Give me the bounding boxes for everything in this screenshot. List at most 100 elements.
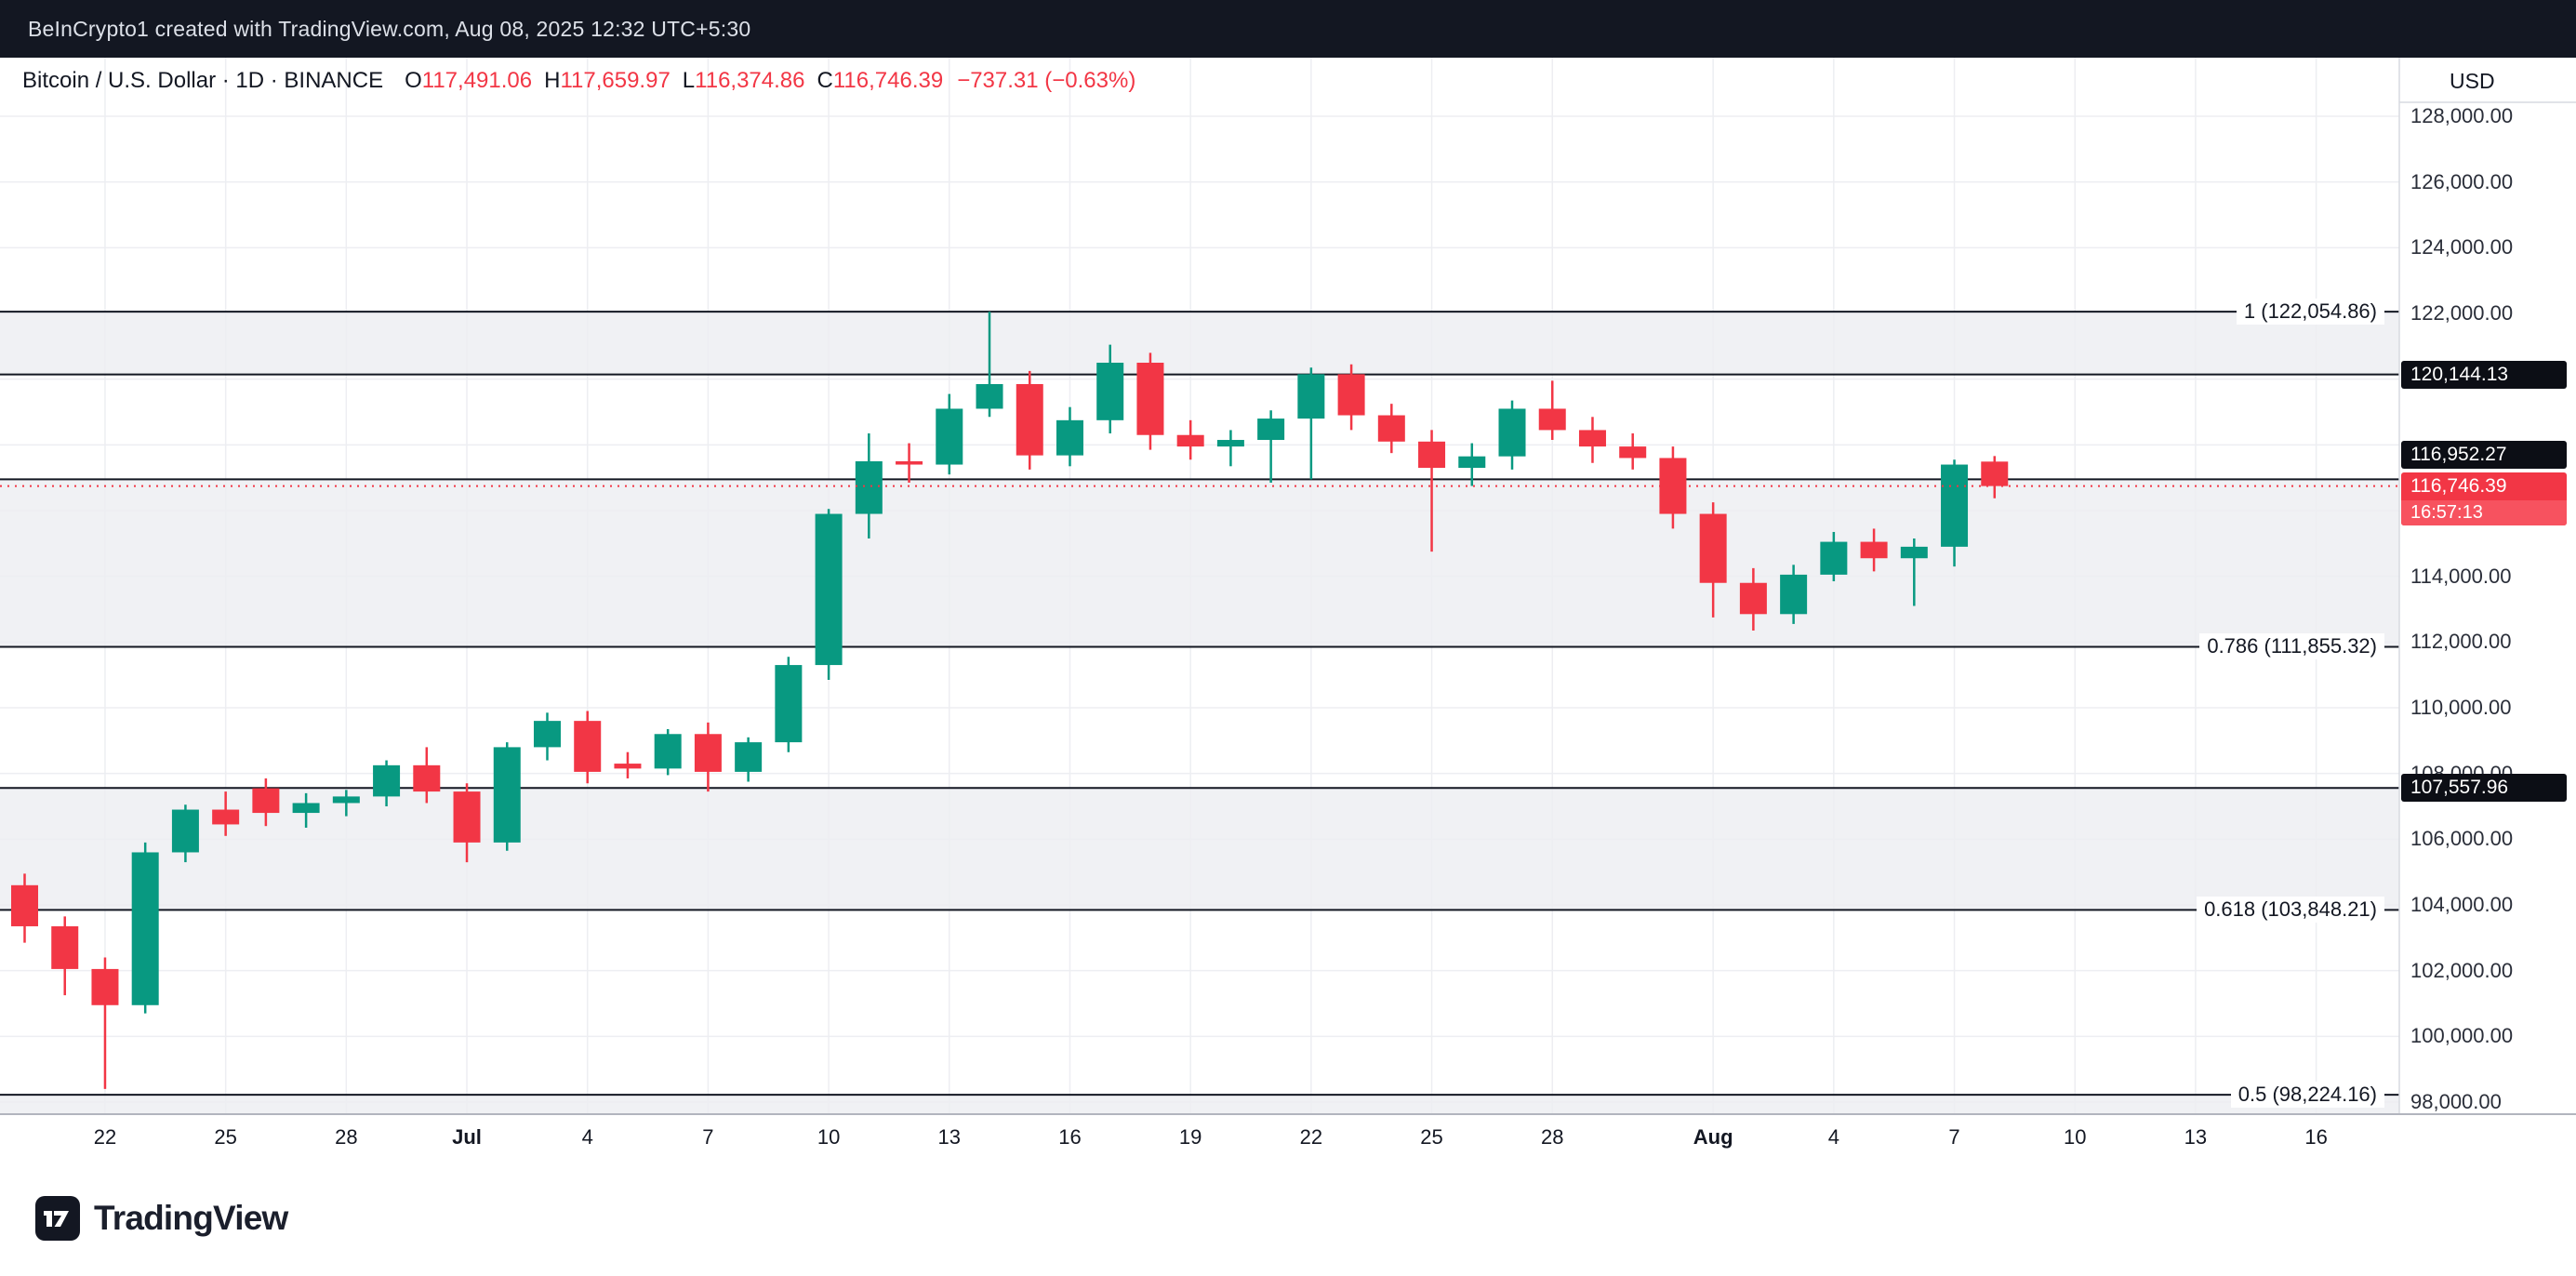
candle[interactable]: [1900, 546, 1928, 559]
candle[interactable]: [51, 925, 79, 969]
candle[interactable]: [1297, 374, 1325, 419]
candle[interactable]: [735, 742, 763, 772]
candle[interactable]: [493, 747, 521, 843]
price-tick-label: 126,000.00: [2410, 169, 2514, 193]
candle[interactable]: [976, 383, 1003, 409]
fib-level-label: 0.5 (98,224.16): [2230, 1082, 2384, 1109]
candle[interactable]: [1056, 419, 1083, 456]
candle[interactable]: [855, 461, 883, 514]
last-price-badge-value: 116,746.39: [2410, 474, 2507, 497]
price-line-badge: 120,144.13: [2401, 360, 2567, 389]
time-tick-label: Aug: [1693, 1125, 1733, 1149]
candle[interactable]: [1176, 434, 1204, 447]
candle[interactable]: [212, 809, 240, 825]
time-tick-label: 10: [2063, 1125, 2087, 1149]
candle[interactable]: [1418, 441, 1446, 469]
ohlc-high-value: 117,659.97: [560, 68, 671, 93]
candle[interactable]: [171, 809, 199, 853]
candle[interactable]: [1538, 408, 1566, 431]
symbol-title[interactable]: Bitcoin / U.S. Dollar · 1D · BINANCE: [22, 68, 384, 93]
price-line-badge: 107,557.96: [2401, 774, 2567, 803]
candle[interactable]: [1136, 363, 1164, 435]
time-tick-label: 4: [1827, 1125, 1839, 1149]
candle[interactable]: [413, 764, 441, 792]
ohlc-open-label: O: [405, 68, 422, 93]
candle[interactable]: [614, 764, 642, 769]
ohlc-low-label: L: [682, 68, 696, 93]
ohlc-low-value: 116,374.86: [695, 68, 805, 93]
price-tick-label: 124,000.00: [2410, 235, 2514, 259]
candle[interactable]: [11, 884, 38, 926]
candle[interactable]: [1699, 513, 1727, 583]
candle[interactable]: [1780, 574, 1808, 615]
price-line-badge: 116,952.27: [2401, 440, 2567, 469]
time-tick-label: 10: [817, 1125, 841, 1149]
candle[interactable]: [1860, 541, 1888, 559]
time-tick-label: 13: [2184, 1125, 2208, 1149]
candle[interactable]: [1257, 419, 1285, 441]
candle[interactable]: [1016, 383, 1043, 456]
ohlc-high-label: H: [544, 68, 561, 93]
candle[interactable]: [1739, 582, 1767, 615]
fib-band: [0, 312, 2399, 375]
candle[interactable]: [1981, 461, 2009, 486]
currency-label[interactable]: USD: [2450, 69, 2495, 93]
time-tick-label: 25: [1420, 1125, 1443, 1149]
candle[interactable]: [1578, 430, 1606, 447]
time-tick-label: 28: [335, 1125, 358, 1149]
candle[interactable]: [292, 803, 320, 814]
time-tick-label: Jul: [452, 1125, 482, 1149]
candle[interactable]: [654, 734, 682, 769]
candle[interactable]: [1337, 374, 1365, 416]
candle[interactable]: [533, 721, 561, 748]
chart-legend: Bitcoin / U.S. Dollar · 1D · BINANCE O 11…: [22, 68, 1135, 94]
price-tick-label: 102,000.00: [2410, 958, 2514, 982]
ohlc-close-value: 116,746.39: [832, 68, 944, 93]
candle[interactable]: [332, 796, 360, 804]
time-tick-label: 4: [581, 1125, 593, 1149]
time-tick-label: 22: [93, 1125, 117, 1149]
candle[interactable]: [1216, 440, 1244, 447]
candle[interactable]: [896, 461, 923, 465]
candle[interactable]: [775, 665, 803, 743]
candle[interactable]: [694, 734, 722, 772]
tradingview-logo-icon[interactable]: [35, 1196, 80, 1241]
candle[interactable]: [1941, 464, 1969, 547]
candle[interactable]: [574, 721, 602, 772]
candle[interactable]: [373, 764, 401, 797]
fib-band: [0, 1095, 2399, 1114]
candle[interactable]: [1377, 415, 1405, 442]
ohlc-close-label: C: [817, 68, 833, 93]
candle[interactable]: [91, 968, 119, 1005]
price-tick-label: 100,000.00: [2410, 1024, 2514, 1048]
fib-level-label: 0.786 (111,855.32): [2199, 633, 2384, 660]
time-tick-label: 25: [214, 1125, 237, 1149]
ohlc-open-value: 117,491.06: [421, 68, 533, 93]
price-tick-label: 104,000.00: [2410, 893, 2514, 916]
fib-level-label: 1 (122,054.86): [2236, 299, 2384, 326]
candle[interactable]: [815, 513, 843, 666]
time-tick-label: 19: [1178, 1125, 1202, 1149]
price-tick-label: 114,000.00: [2410, 564, 2512, 588]
time-tick-label: 16: [2304, 1125, 2328, 1149]
fib-band: [0, 479, 2399, 647]
candle[interactable]: [1458, 456, 1486, 469]
candle[interactable]: [1096, 363, 1124, 420]
candle[interactable]: [252, 788, 280, 814]
candle[interactable]: [1619, 446, 1647, 459]
export-topbar: BeInCrypto1 created with TradingView.com…: [0, 0, 2576, 58]
export-caption: BeInCrypto1 created with TradingView.com…: [28, 16, 751, 41]
candle[interactable]: [1498, 408, 1526, 457]
price-tick-label: 128,000.00: [2410, 104, 2514, 127]
candle[interactable]: [1820, 541, 1848, 575]
candle[interactable]: [936, 408, 963, 465]
bar-countdown: 16:57:13: [2401, 499, 2567, 525]
candle[interactable]: [453, 791, 481, 843]
candle[interactable]: [131, 852, 159, 1005]
change-value: −737.31 (−0.63%): [957, 68, 1136, 93]
tradingview-wordmark[interactable]: TradingView: [94, 1199, 288, 1237]
time-tick-label: 16: [1058, 1125, 1082, 1149]
last-price-badge: 116,746.39 16:57:13: [2401, 472, 2567, 525]
price-tick-label: 98,000.00: [2410, 1090, 2502, 1113]
